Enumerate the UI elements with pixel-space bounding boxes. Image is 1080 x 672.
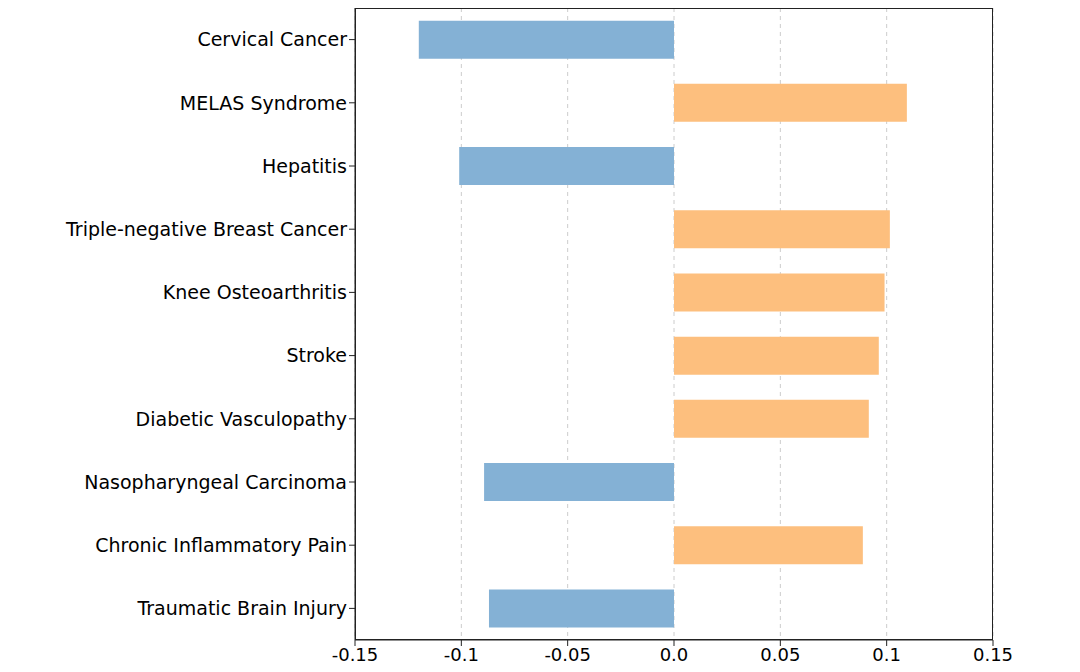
svg-text:-0.15: -0.15 (332, 644, 379, 665)
svg-text:Triple-negative Breast Cancer: Triple-negative Breast Cancer (65, 218, 347, 240)
svg-text:Diabetic Vasculopathy: Diabetic Vasculopathy (136, 408, 347, 430)
svg-text:MELAS Syndrome: MELAS Syndrome (180, 92, 347, 114)
svg-text:0.05: 0.05 (760, 644, 800, 665)
svg-text:0.0: 0.0 (660, 644, 689, 665)
svg-text:Cervical Cancer: Cervical Cancer (197, 28, 347, 50)
svg-text:Traumatic Brain Injury: Traumatic Brain Injury (136, 597, 347, 619)
svg-text:Stroke: Stroke (286, 344, 347, 366)
svg-text:Chronic Inflammatory Pain: Chronic Inflammatory Pain (95, 534, 347, 556)
svg-text:Hepatitis: Hepatitis (262, 155, 347, 177)
svg-text:-0.1: -0.1 (444, 644, 479, 665)
svg-text:0.1: 0.1 (872, 644, 901, 665)
svg-text:Knee Osteoarthritis: Knee Osteoarthritis (163, 281, 347, 303)
svg-text:Nasopharyngeal Carcinoma: Nasopharyngeal Carcinoma (84, 471, 347, 493)
svg-text:0.15: 0.15 (973, 644, 1013, 665)
svg-text:-0.05: -0.05 (544, 644, 591, 665)
